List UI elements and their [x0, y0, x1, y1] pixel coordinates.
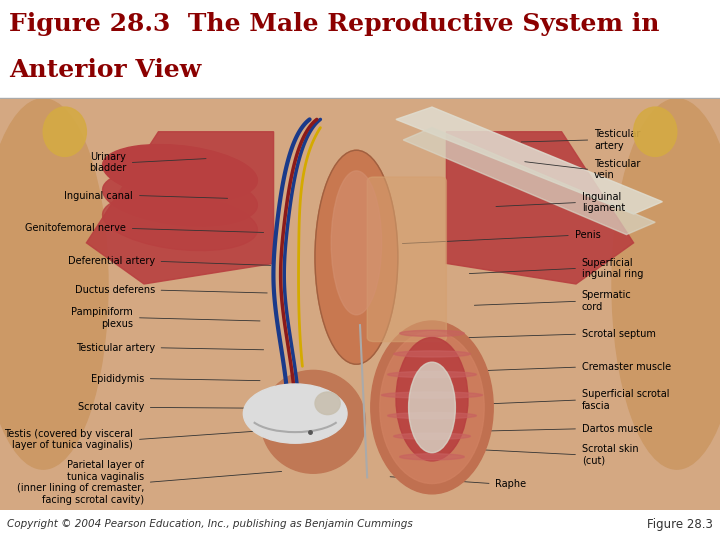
Text: Anterior View: Anterior View — [9, 58, 201, 82]
Ellipse shape — [409, 362, 456, 453]
Ellipse shape — [394, 433, 470, 440]
Text: Inguinal canal: Inguinal canal — [65, 191, 133, 200]
Polygon shape — [446, 132, 634, 284]
Text: Inguinal
ligament: Inguinal ligament — [582, 192, 625, 213]
Ellipse shape — [315, 150, 397, 364]
Text: Epididymis: Epididymis — [91, 374, 144, 383]
Text: Testicular
vein: Testicular vein — [594, 159, 640, 180]
Text: Superficial
inguinal ring: Superficial inguinal ring — [582, 258, 643, 279]
Text: Penis: Penis — [575, 231, 600, 240]
Text: Testicular artery: Testicular artery — [76, 343, 155, 353]
Ellipse shape — [387, 372, 477, 377]
Text: Raphe: Raphe — [495, 478, 526, 489]
Ellipse shape — [371, 321, 493, 494]
Ellipse shape — [394, 351, 470, 357]
Ellipse shape — [102, 169, 258, 226]
Text: Ductus deferens: Ductus deferens — [75, 285, 155, 295]
Text: Figure 28.3  The Male Reproductive System in: Figure 28.3 The Male Reproductive System… — [9, 12, 659, 36]
Text: Testis (covered by visceral
layer of tunica vaginalis): Testis (covered by visceral layer of tun… — [4, 429, 133, 450]
Text: Genitofemoral nerve: Genitofemoral nerve — [25, 224, 126, 233]
Text: Spermatic
cord: Spermatic cord — [582, 291, 631, 312]
Ellipse shape — [380, 332, 484, 483]
Ellipse shape — [0, 99, 108, 469]
Text: Cremaster muscle: Cremaster muscle — [582, 362, 671, 372]
Ellipse shape — [400, 454, 464, 460]
Ellipse shape — [400, 330, 464, 336]
Ellipse shape — [43, 107, 86, 157]
Text: Scrotal skin
(cut): Scrotal skin (cut) — [582, 444, 639, 465]
Polygon shape — [86, 132, 274, 284]
Text: Superficial scrotal
fascia: Superficial scrotal fascia — [582, 389, 670, 411]
Text: Deferential artery: Deferential artery — [68, 256, 155, 266]
Text: Scrotal septum: Scrotal septum — [582, 329, 656, 339]
Ellipse shape — [331, 171, 382, 315]
Text: Scrotal cavity: Scrotal cavity — [78, 402, 144, 413]
Text: Testicular
artery: Testicular artery — [594, 129, 640, 151]
Text: Dartos muscle: Dartos muscle — [582, 424, 652, 434]
Circle shape — [243, 384, 347, 443]
Polygon shape — [403, 127, 655, 234]
Text: Pampiniform
plexus: Pampiniform plexus — [71, 307, 133, 328]
Ellipse shape — [387, 413, 477, 418]
Text: Parietal layer of
tunica vaginalis
(inner lining of cremaster,
facing scrotal ca: Parietal layer of tunica vaginalis (inne… — [17, 460, 144, 505]
Ellipse shape — [261, 370, 365, 473]
Text: Urinary
bladder: Urinary bladder — [89, 152, 126, 173]
Ellipse shape — [634, 107, 677, 157]
Ellipse shape — [102, 145, 258, 201]
Ellipse shape — [396, 338, 468, 461]
Text: Figure 28.3: Figure 28.3 — [647, 518, 713, 531]
FancyBboxPatch shape — [367, 177, 446, 342]
Ellipse shape — [102, 194, 258, 251]
Ellipse shape — [315, 392, 341, 415]
Text: Copyright © 2004 Pearson Education, Inc., publishing as Benjamin Cummings: Copyright © 2004 Pearson Education, Inc.… — [7, 519, 413, 529]
Ellipse shape — [612, 99, 720, 469]
Polygon shape — [396, 107, 662, 214]
Ellipse shape — [382, 392, 482, 398]
